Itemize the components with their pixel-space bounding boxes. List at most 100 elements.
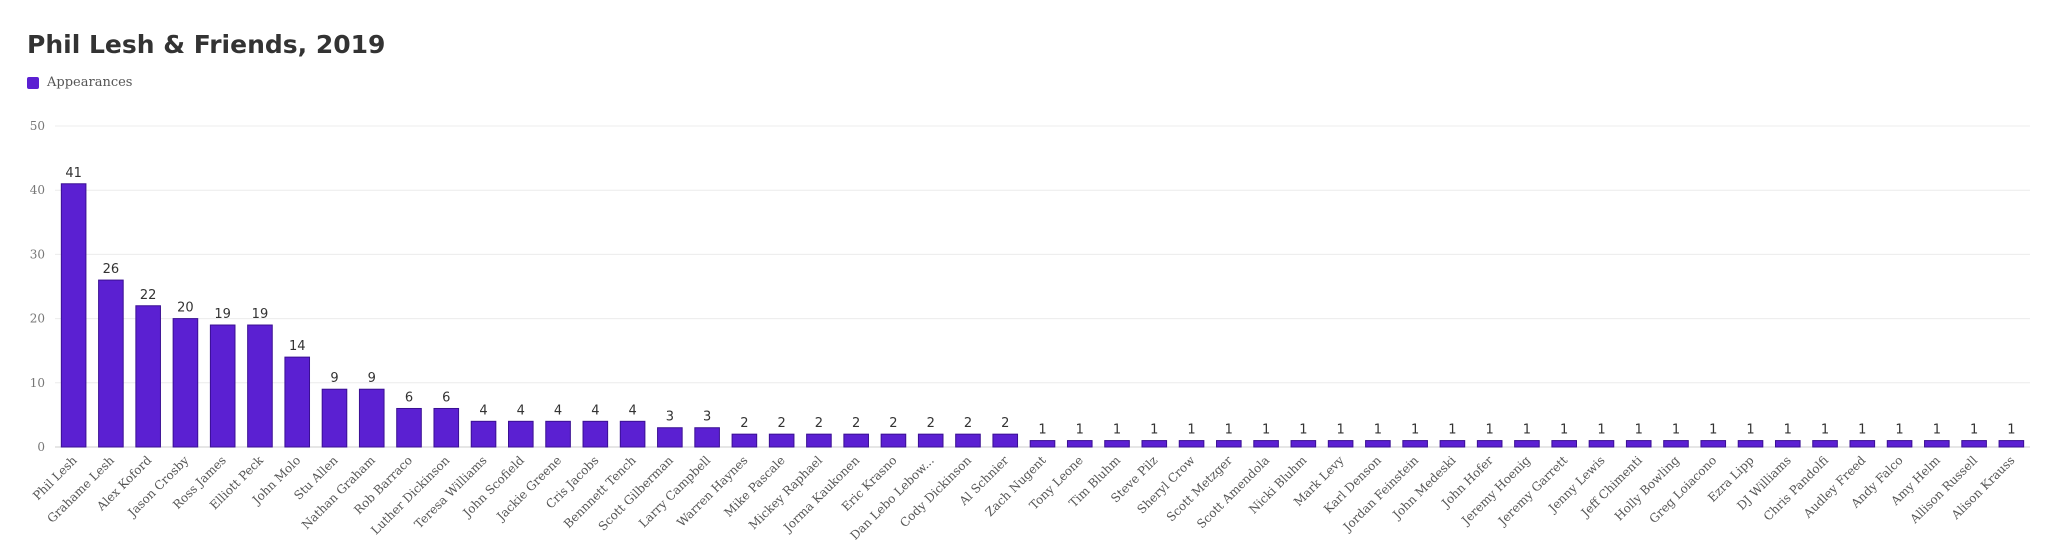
- data-label: 1: [1374, 423, 1382, 438]
- bar[interactable]: [880, 433, 907, 448]
- data-label: 1: [1895, 423, 1903, 438]
- bar[interactable]: [284, 356, 311, 448]
- data-label: 1: [1597, 423, 1605, 438]
- bar[interactable]: [843, 433, 869, 448]
- bar[interactable]: [1961, 440, 1987, 448]
- data-label: 3: [666, 410, 674, 425]
- bar[interactable]: [1551, 440, 1577, 448]
- bar[interactable]: [1439, 440, 1466, 448]
- bar[interactable]: [247, 324, 273, 448]
- data-label: 1: [1336, 423, 1344, 438]
- bar[interactable]: [172, 318, 199, 448]
- data-label: 4: [554, 403, 562, 418]
- data-label: 1: [1113, 423, 1121, 438]
- bar[interactable]: [1663, 440, 1689, 448]
- data-label: 1: [1858, 423, 1866, 438]
- bar[interactable]: [657, 427, 683, 448]
- bar[interactable]: [992, 433, 1019, 448]
- data-label: 1: [1038, 423, 1046, 438]
- bar[interactable]: [60, 183, 87, 448]
- bar[interactable]: [1886, 440, 1913, 448]
- bar[interactable]: [1737, 440, 1764, 448]
- legend[interactable]: Appearances: [27, 75, 132, 90]
- bar[interactable]: [209, 324, 236, 448]
- data-label: 2: [964, 416, 972, 431]
- data-label: 1: [1784, 423, 1792, 438]
- bar[interactable]: [1066, 440, 1093, 448]
- y-tick-label: 20: [30, 312, 45, 326]
- data-label: 1: [1523, 423, 1531, 438]
- bar[interactable]: [1290, 440, 1317, 448]
- bar[interactable]: [545, 420, 571, 448]
- data-label: 1: [1821, 423, 1829, 438]
- data-label: 1: [1187, 423, 1195, 438]
- x-tick-label: Scott Metzger: [1164, 453, 1235, 524]
- data-label: 2: [927, 416, 935, 431]
- data-label: 1: [1448, 423, 1456, 438]
- data-label: 4: [517, 403, 525, 418]
- bar[interactable]: [1029, 440, 1056, 448]
- data-label: 1: [1635, 423, 1643, 438]
- x-tick-label: Chris Pandolfi: [1761, 453, 1831, 523]
- bar[interactable]: [1141, 440, 1168, 448]
- bar[interactable]: [433, 407, 460, 448]
- y-tick-label: 50: [30, 119, 45, 133]
- bar[interactable]: [1104, 440, 1130, 448]
- bar[interactable]: [1327, 440, 1354, 448]
- bar[interactable]: [1998, 440, 2025, 448]
- x-tick-label: Allison Russell: [1907, 453, 1981, 527]
- bar[interactable]: [1476, 440, 1503, 448]
- bar[interactable]: [1178, 440, 1205, 448]
- data-label: 1: [1262, 423, 1270, 438]
- bar[interactable]: [917, 433, 944, 448]
- bar[interactable]: [508, 420, 534, 448]
- bar[interactable]: [470, 420, 497, 448]
- data-label: 1: [1076, 423, 1084, 438]
- legend-label: Appearances: [47, 75, 133, 90]
- bar[interactable]: [1700, 440, 1727, 448]
- data-label: 14: [289, 339, 306, 354]
- bar[interactable]: [1514, 440, 1540, 448]
- bar[interactable]: [619, 420, 646, 448]
- bar[interactable]: [806, 433, 832, 448]
- data-label: 1: [1672, 423, 1680, 438]
- bar[interactable]: [1402, 440, 1428, 448]
- bar[interactable]: [98, 279, 124, 448]
- data-label: 1: [1486, 423, 1494, 438]
- bar[interactable]: [1625, 440, 1652, 448]
- data-label: 4: [479, 403, 487, 418]
- data-label: 2: [852, 416, 860, 431]
- bar[interactable]: [321, 388, 348, 448]
- bar[interactable]: [955, 433, 981, 448]
- data-label: 4: [591, 403, 599, 418]
- data-label: 6: [405, 390, 413, 405]
- bar[interactable]: [1924, 440, 1950, 448]
- data-label: 2: [1001, 416, 1009, 431]
- bar[interactable]: [1365, 440, 1391, 448]
- bar[interactable]: [1588, 440, 1615, 448]
- data-label: 1: [1709, 423, 1717, 438]
- bar[interactable]: [1253, 440, 1279, 448]
- bar[interactable]: [582, 420, 609, 448]
- bar[interactable]: [731, 433, 758, 448]
- bar[interactable]: [135, 305, 161, 448]
- y-tick-label: 30: [30, 247, 45, 261]
- bar[interactable]: [768, 433, 795, 448]
- data-label: 6: [442, 390, 450, 405]
- x-tick-label: Jackie Greene: [493, 453, 564, 524]
- data-label: 20: [177, 301, 194, 316]
- data-label: 1: [1225, 423, 1233, 438]
- bar[interactable]: [1849, 440, 1876, 448]
- data-label: 26: [103, 262, 120, 277]
- bar[interactable]: [1774, 440, 1801, 448]
- bar[interactable]: [1812, 440, 1838, 448]
- bar[interactable]: [694, 427, 720, 448]
- bar[interactable]: [1216, 440, 1242, 448]
- data-label: 1: [1150, 423, 1158, 438]
- data-label: 41: [65, 166, 82, 181]
- bar[interactable]: [396, 407, 422, 448]
- bar[interactable]: [358, 388, 385, 448]
- data-label: 1: [1411, 423, 1419, 438]
- data-label: 1: [1970, 423, 1978, 438]
- data-label: 19: [214, 307, 231, 322]
